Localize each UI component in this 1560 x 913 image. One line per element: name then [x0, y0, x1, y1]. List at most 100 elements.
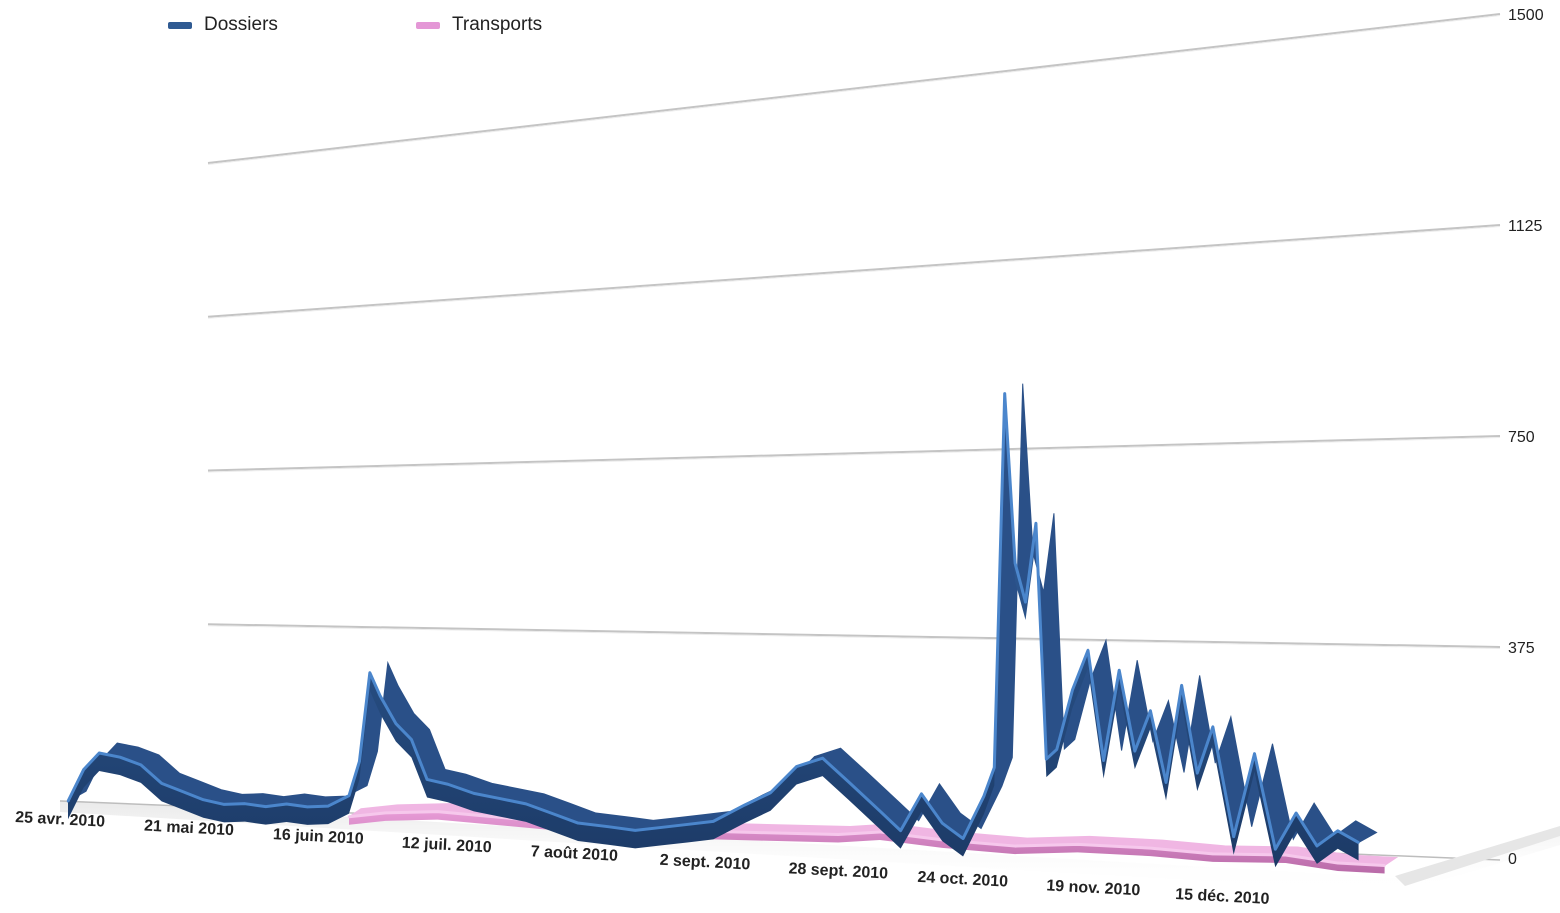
dossiers-point — [1034, 522, 1038, 525]
x-tick-label: 24 oct. 2010 — [917, 869, 1009, 891]
transports-point — [1013, 844, 1017, 848]
y-tick-label: 1500 — [1508, 7, 1544, 24]
dossiers-ribbon-top — [66, 383, 1378, 851]
gridline-shadow — [207, 625, 1501, 649]
gridline — [207, 13, 1501, 164]
transports-line — [348, 810, 1385, 868]
legend-label-dossiers: Dossiers — [204, 14, 278, 35]
x-axis-ticks: 25 avr. 2010 21 mai 2010 16 juin 2010 12 ju… — [15, 809, 1270, 908]
dossiers-point — [1149, 709, 1152, 712]
dossiers-point — [1024, 600, 1027, 604]
legend-swatch-transports — [416, 21, 440, 29]
transports-point — [1211, 852, 1215, 856]
y-tick-label: 0 — [1508, 851, 1517, 868]
legend-item-dossiers: Dossiers — [168, 14, 278, 36]
dossiers-point — [686, 823, 689, 826]
legend-swatch-dossiers — [168, 21, 192, 29]
y-axis-ticks: 0 375 750 1125 1500 — [1508, 7, 1544, 868]
dossiers-point — [608, 825, 611, 829]
x-tick-label: 21 mai 2010 — [144, 818, 235, 840]
dossiers-point — [498, 797, 502, 800]
dossiers-point — [1315, 844, 1319, 848]
y-tick-label: 1125 — [1508, 218, 1543, 235]
dossiers-point — [1357, 841, 1360, 844]
transports-point — [384, 811, 387, 815]
dossiers-point — [1071, 689, 1074, 692]
transports-point — [836, 833, 840, 836]
dossiers-point — [306, 805, 309, 809]
dossiers-point — [1211, 725, 1215, 729]
transports-point — [436, 810, 439, 813]
transports-point — [347, 815, 351, 818]
dossiers-point — [139, 763, 143, 767]
transports-point — [1076, 843, 1079, 846]
dossiers-point — [1274, 848, 1277, 851]
dossiers-point — [243, 802, 247, 805]
gridline-shadow — [207, 437, 1501, 473]
x-tick-label: 19 nov. 2010 — [1046, 877, 1141, 899]
dossiers-point — [326, 804, 330, 808]
series-dossiers — [66, 383, 1378, 868]
dossiers-point — [160, 782, 163, 785]
dossiers-point — [358, 760, 361, 763]
x-tick-label: 12 juil. 2010 — [401, 835, 492, 857]
gridline — [207, 623, 1501, 648]
dossiers-point — [1013, 562, 1017, 565]
dossiers-point — [202, 798, 205, 801]
x-tick-label: 7 août 2010 — [530, 843, 618, 865]
dossiers-point — [410, 738, 413, 741]
dossiers-point — [1055, 748, 1058, 751]
y-tick-label: 375 — [1508, 640, 1535, 657]
dossiers-point — [1232, 835, 1235, 838]
dossiers-point — [379, 694, 382, 698]
dossiers-point — [66, 800, 70, 803]
dossiers-line — [66, 392, 1360, 851]
dossiers-point — [660, 826, 663, 829]
dossiers-point — [524, 802, 528, 806]
dossiers-point — [1336, 829, 1339, 832]
gridline — [207, 224, 1501, 318]
gridline — [207, 435, 1501, 472]
transports-point — [1383, 864, 1386, 867]
dossiers-point — [795, 765, 798, 768]
dossiers-point — [847, 780, 850, 784]
dossiers-point — [993, 766, 996, 769]
floor-plane — [60, 800, 1560, 893]
dossiers-point — [1180, 684, 1183, 687]
dossiers-point — [743, 803, 746, 807]
dossiers-point — [1196, 771, 1199, 775]
dossiers-point — [222, 803, 226, 806]
dossiers-point — [550, 812, 554, 815]
dossiers-point — [1086, 649, 1090, 652]
dossiers-point — [712, 820, 715, 823]
dossiers-point — [634, 829, 637, 832]
dossiers-point — [1133, 749, 1137, 753]
dossiers-point — [920, 792, 923, 796]
dossiers-point — [1003, 392, 1006, 395]
dossiers-point — [961, 837, 965, 840]
dossiers-point — [425, 778, 429, 781]
legend-label-transports: Transports — [452, 14, 543, 35]
dossiers-point — [878, 809, 882, 813]
dossiers-point — [181, 790, 184, 793]
dossiers-point — [1045, 757, 1048, 761]
x-tick-label: 16 juin 2010 — [273, 826, 365, 848]
y-tick-label: 750 — [1508, 429, 1535, 446]
dossiers-point — [1102, 759, 1105, 762]
dossiers-point — [769, 791, 772, 794]
dossiers-point — [82, 768, 85, 771]
dossiers-point — [118, 755, 122, 759]
dossiers-point — [264, 805, 267, 808]
dossiers-point — [982, 794, 986, 798]
dossiers-point — [821, 756, 824, 760]
dossiers-point — [941, 821, 944, 825]
dossiers-point — [1164, 781, 1168, 784]
gridline-shadow — [207, 226, 1501, 319]
dossiers-point — [347, 794, 351, 797]
transports-point — [1336, 861, 1339, 865]
x-tick-label: 15 déc. 2010 — [1175, 886, 1270, 908]
dossiers-point — [1117, 669, 1121, 672]
x-tick-label: 25 avr. 2010 — [15, 809, 106, 831]
gridlines — [207, 13, 1501, 649]
